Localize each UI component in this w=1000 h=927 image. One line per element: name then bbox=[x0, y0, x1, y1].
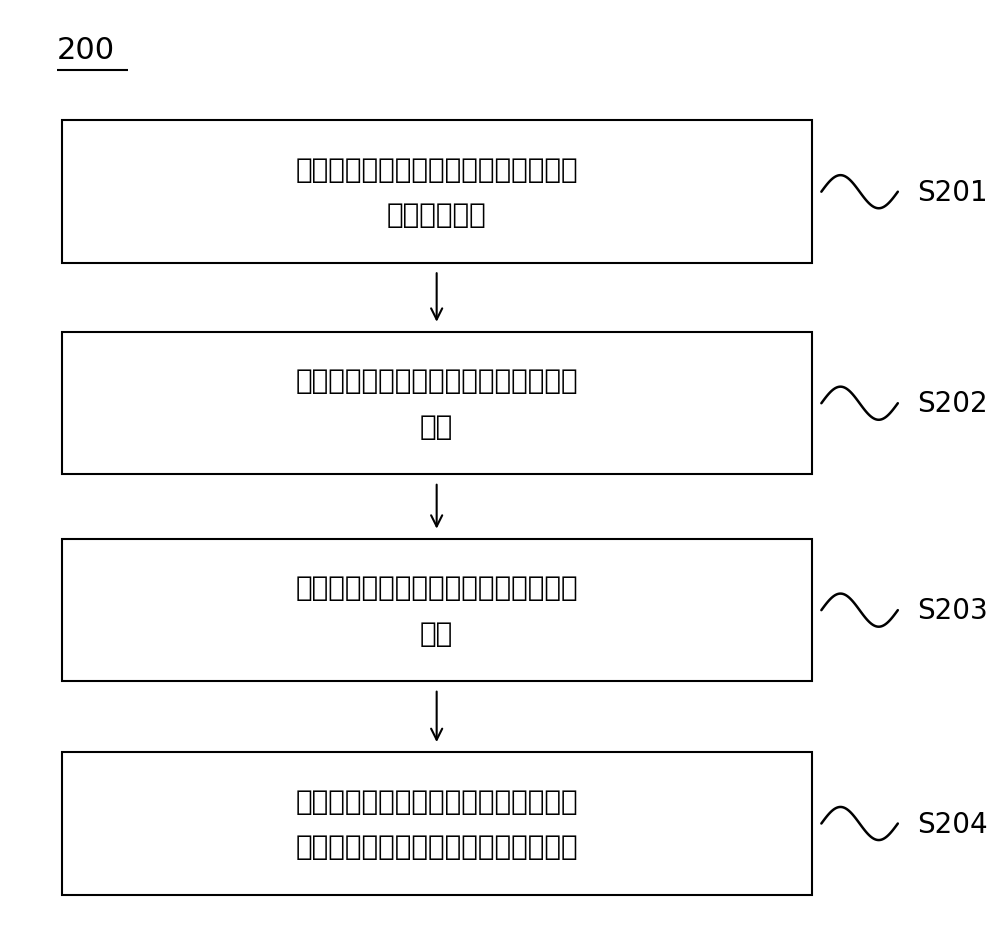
Text: 200: 200 bbox=[57, 36, 115, 65]
Text: 获取与至少两个测评参数相关联的资产
数据: 获取与至少两个测评参数相关联的资产 数据 bbox=[295, 367, 578, 440]
Bar bbox=[62, 333, 812, 475]
Text: 基于资产数据确定至少两个测评参数的
取值: 基于资产数据确定至少两个测评参数的 取值 bbox=[295, 574, 578, 647]
Text: S201: S201 bbox=[917, 179, 988, 207]
Text: 接收来自客户端的测评框架选取指令，
确定测评框架: 接收来自客户端的测评框架选取指令， 确定测评框架 bbox=[295, 156, 578, 229]
Text: 基于依赖关系和至少两个测评参数的取
值来针对资产执行测评，得出测评结果: 基于依赖关系和至少两个测评参数的取 值来针对资产执行测评，得出测评结果 bbox=[295, 787, 578, 860]
Bar bbox=[62, 753, 812, 895]
Bar bbox=[62, 121, 812, 263]
Text: S202: S202 bbox=[917, 389, 988, 418]
Bar bbox=[62, 540, 812, 681]
Text: S204: S204 bbox=[917, 809, 988, 838]
Text: S203: S203 bbox=[917, 596, 988, 625]
